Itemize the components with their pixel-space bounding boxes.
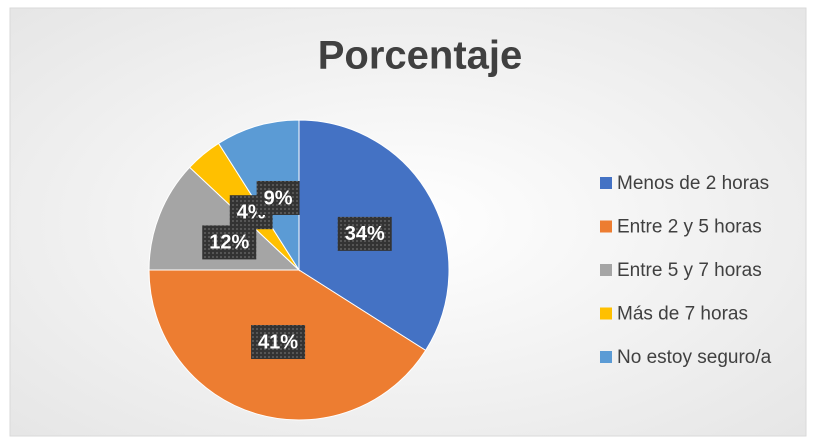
data-label-text: 34% — [345, 223, 385, 245]
data-label-box — [337, 216, 392, 251]
data-label: 12% — [202, 225, 257, 260]
data-label-box — [251, 325, 306, 360]
legend-label: Más de 7 horas — [617, 304, 748, 325]
data-label-text: 12% — [209, 232, 249, 254]
legend-label: Entre 2 y 5 horas — [617, 217, 762, 238]
data-label-text: 41% — [258, 331, 298, 353]
data-label: 41% — [251, 325, 306, 360]
data-label: 9% — [256, 180, 300, 215]
legend-swatch — [600, 264, 612, 276]
chart-title: Porcentaje — [318, 34, 523, 78]
legend-swatch — [600, 220, 612, 233]
legend-label: No estoy seguro/a — [617, 347, 772, 368]
pie-slice — [148, 166, 301, 271]
legend-label: Entre 5 y 7 horas — [617, 260, 762, 281]
legend-swatch — [600, 307, 612, 320]
data-label-box — [256, 180, 300, 215]
data-label-box — [202, 225, 257, 260]
legend-swatch — [600, 177, 612, 189]
data-label: 34% — [337, 216, 392, 251]
legend-label: Menos de 2 horas — [617, 173, 769, 194]
legend-swatch — [600, 351, 612, 363]
data-label-text: 9% — [264, 187, 293, 209]
